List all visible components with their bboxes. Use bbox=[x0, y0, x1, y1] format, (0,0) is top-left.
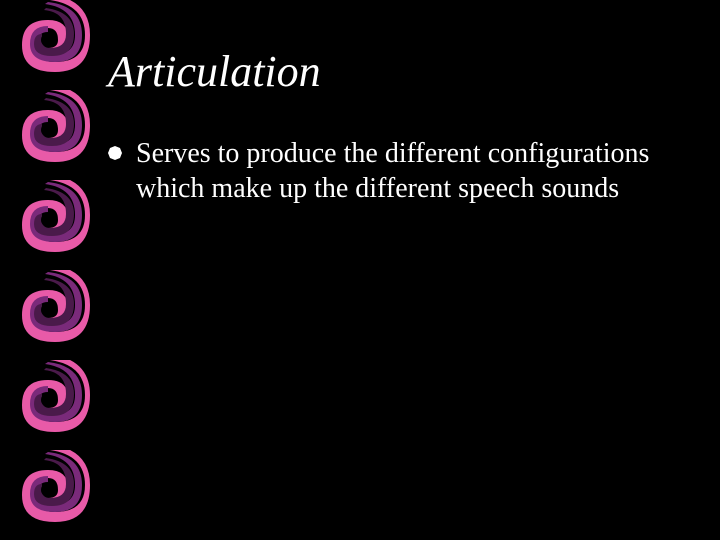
bullet-marker-icon bbox=[108, 146, 122, 165]
left-swirl-decoration bbox=[0, 0, 90, 540]
bullet-text: Serves to produce the different configur… bbox=[136, 136, 688, 206]
slide-content: Articulation Serves to produce the diffe… bbox=[108, 48, 688, 206]
slide-title: Articulation bbox=[108, 48, 688, 96]
bullet-item: Serves to produce the different configur… bbox=[108, 136, 688, 206]
